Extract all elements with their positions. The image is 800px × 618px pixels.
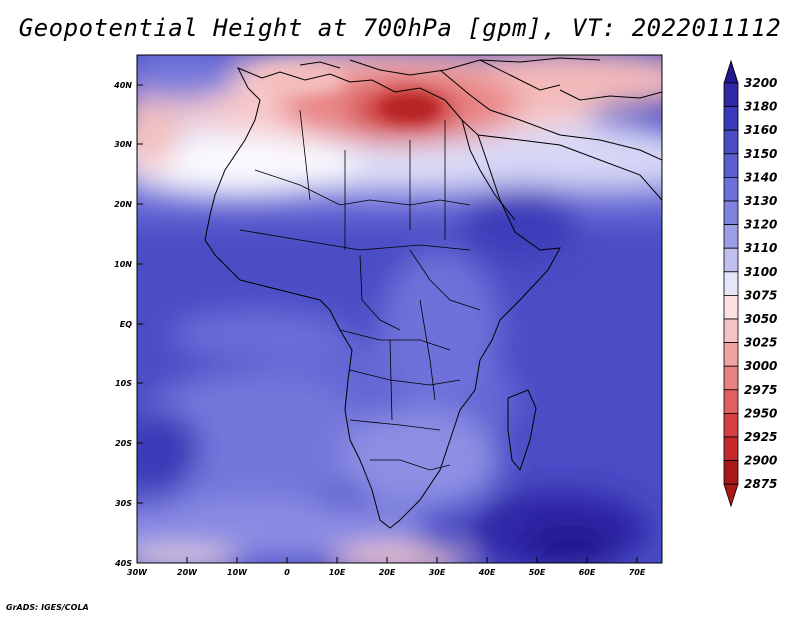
grads-credit: GrADS: IGES/COLA: [6, 603, 89, 612]
colorbar-level-label: 2875: [744, 477, 777, 491]
latitude-axis: 40N 30N 20N 10N EQ 10S 20S 30S 40S: [113, 81, 143, 568]
map-title: Geopotential Height at 700hPa [gpm], VT:…: [18, 14, 782, 42]
colorbar-swatch: [723, 436, 739, 462]
map-frame: [136, 54, 663, 564]
lon-label: 10W: [227, 568, 248, 577]
colorbar-level-label: 3075: [744, 288, 777, 302]
colorbar-level-label: 3150: [744, 147, 777, 161]
colorbar-level-label: 3140: [744, 170, 777, 184]
colorbar-swatch: [723, 106, 739, 131]
height-field: [137, 55, 662, 563]
lat-label: 10S: [115, 379, 132, 388]
colorbar-level-label: 3110: [744, 241, 777, 255]
lat-label: 10N: [114, 260, 132, 269]
colorbar-level-label: 3200: [744, 76, 777, 90]
lat-label: 40S: [114, 559, 132, 568]
colorbar-swatch: [723, 129, 739, 155]
colorbar-swatch: [723, 460, 739, 485]
lon-label: 40E: [478, 568, 496, 577]
lat-label: 40N: [113, 81, 132, 90]
colorbar-swatch: [723, 318, 739, 344]
lon-label: 30E: [429, 568, 446, 577]
colorbar-swatch: [723, 412, 739, 438]
colorbar-level-label: 3050: [744, 312, 777, 326]
lon-label: 20W: [177, 568, 198, 577]
colorbar-max-arrow: [723, 59, 739, 84]
colorbar-level-label: 2900: [744, 454, 777, 468]
colorbar-swatch: [723, 365, 739, 391]
colorbar-level-label: 2950: [744, 406, 777, 420]
country-borders: [239, 109, 481, 471]
longitude-axis: 30W 20W 10W 0 10E 20E 30E 40E 50E 60E 70…: [127, 557, 646, 577]
colorbar-level-label: 3180: [744, 100, 777, 114]
lon-label: 0: [284, 568, 290, 577]
colorbar-level-label: 3025: [744, 336, 777, 350]
colorbar-swatch: [723, 200, 739, 226]
colorbar-swatch: [723, 389, 739, 414]
colorbar-swatch: [723, 247, 739, 273]
colorbar-level-label: 3130: [744, 194, 777, 208]
colorbar: 3200 3180 3160 3150 3140 3130 3120 3110 3100 3075…: [723, 59, 777, 508]
colorbar-level-label: 3120: [744, 218, 777, 232]
coastlines: [204, 57, 662, 529]
lon-label: 20E: [379, 568, 396, 577]
lon-label: 30W: [127, 568, 148, 577]
lon-label: 50E: [529, 568, 546, 577]
colorbar-swatch: [723, 82, 739, 108]
colorbar-swatch: [723, 224, 739, 249]
lat-label: 30S: [115, 499, 132, 508]
lat-label: EQ: [120, 320, 132, 329]
lat-label: 20S: [115, 439, 132, 448]
colorbar-swatch: [723, 153, 739, 178]
colorbar-level-label: 2925: [744, 430, 777, 444]
colorbar-min-arrow: [723, 483, 739, 508]
lon-label: 10E: [329, 568, 346, 577]
colorbar-swatch: [723, 342, 739, 367]
colorbar-level-label: 3000: [744, 359, 777, 373]
lat-label: 30N: [114, 140, 132, 149]
lon-label: 70E: [629, 568, 646, 577]
colorbar-level-label: 2975: [744, 383, 777, 397]
colorbar-level-label: 3100: [744, 265, 777, 279]
colorbar-swatch: [723, 176, 739, 202]
colorbar-swatch: [723, 271, 739, 296]
colorbar-swatch: [723, 294, 739, 320]
colorbar-level-label: 3160: [744, 123, 777, 137]
lat-label: 20N: [114, 200, 132, 209]
lon-label: 60E: [579, 568, 596, 577]
